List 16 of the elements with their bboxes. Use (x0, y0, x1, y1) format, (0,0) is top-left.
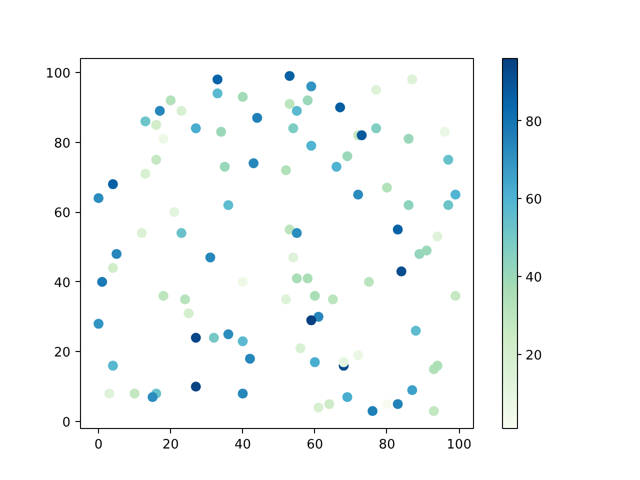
x-tick-label: 80 (378, 438, 396, 452)
y-tick-label: 0 (62, 416, 71, 431)
x-tick-label: 100 (446, 438, 472, 452)
y-tick-label: 20 (54, 346, 71, 361)
color-bar-label: 20 (526, 348, 542, 364)
color-bar-label: 80 (526, 114, 542, 130)
x-tick-label: 20 (162, 438, 179, 452)
y-tick-label: 60 (54, 206, 71, 222)
x-tick-label: 0 (94, 438, 103, 452)
color-bar-label: 40 (526, 270, 542, 286)
y-tick-label: 40 (54, 276, 71, 291)
y-tick-label: 100 (46, 66, 71, 82)
y-tick-label: 80 (54, 136, 71, 152)
x-tick-label: 60 (306, 438, 324, 452)
x-tick-label: 40 (234, 438, 252, 452)
color-bar-label: 60 (526, 192, 542, 208)
